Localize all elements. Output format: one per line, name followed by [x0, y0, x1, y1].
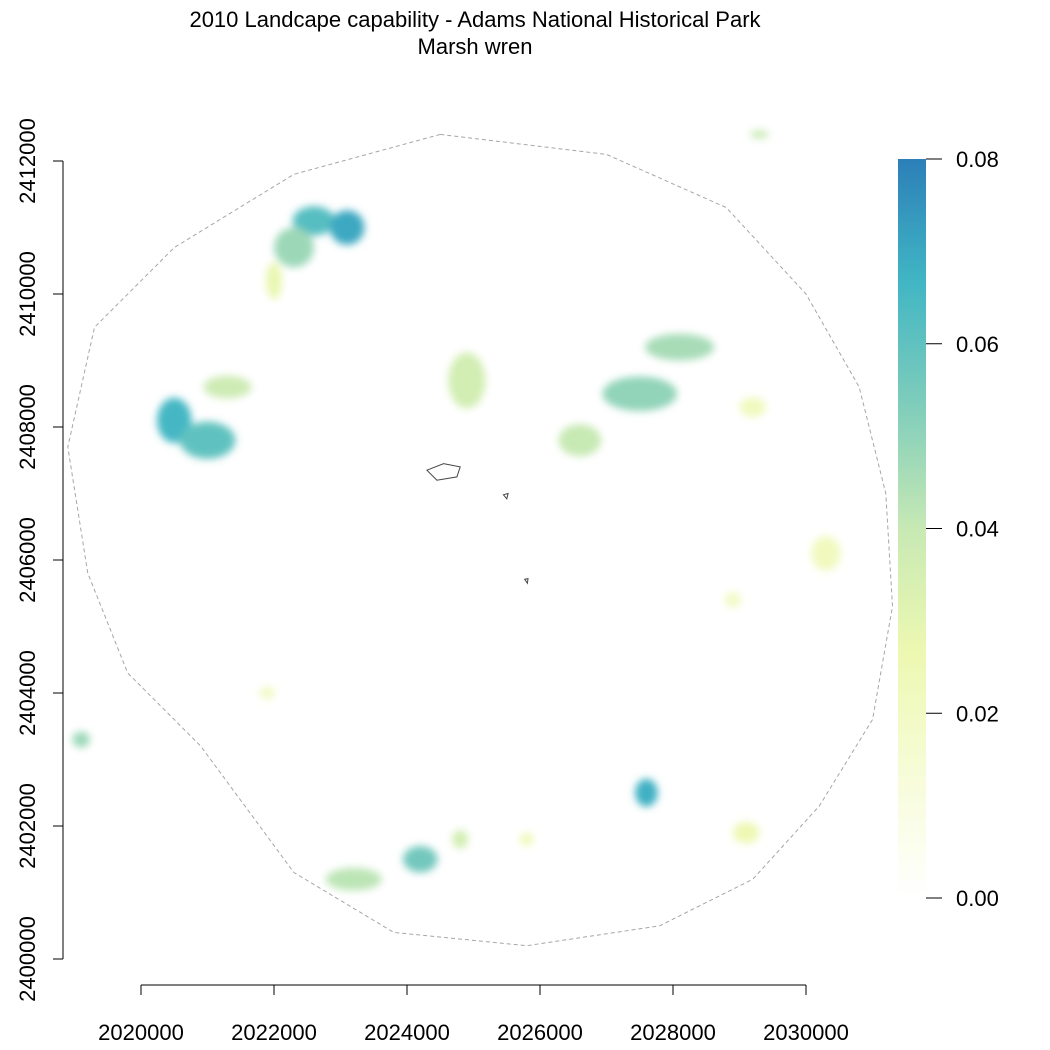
legend-tick-label: 0.02 [956, 701, 999, 726]
capability-patch [274, 227, 314, 268]
buffer-boundary [67, 133, 894, 947]
capability-raster [72, 130, 841, 891]
x-tick-label: 2022000 [231, 1020, 317, 1045]
capability-patch [732, 822, 760, 844]
y-tick-label: 2404000 [15, 650, 40, 736]
capability-patch [635, 778, 658, 807]
capability-patch [448, 352, 486, 409]
capability-patch [739, 397, 767, 418]
title-line-2: Marsh wren [417, 34, 533, 59]
y-tick-label: 2402000 [15, 783, 40, 869]
park-boundary [502, 492, 509, 500]
legend-color-bar [898, 159, 926, 898]
y-tick-label: 2412000 [15, 118, 40, 204]
x-tick-label: 2024000 [364, 1020, 450, 1045]
x-tick-label: 2028000 [630, 1020, 716, 1045]
y-tick-label: 2406000 [15, 517, 40, 603]
x-tick-label: 2020000 [98, 1020, 184, 1045]
capability-patch [203, 375, 252, 399]
legend-tick-label: 0.06 [956, 332, 999, 357]
chart-title: 2010 Landcape capability - Adams Nationa… [0, 6, 950, 60]
capability-patch [325, 867, 382, 891]
capability-patch [558, 424, 602, 457]
capability-patch [329, 210, 365, 245]
park-boundaries [426, 463, 529, 585]
capability-patch [179, 421, 236, 459]
x-tick-label: 2026000 [497, 1020, 583, 1045]
capability-patch [724, 591, 741, 608]
capability-patch [645, 333, 715, 361]
capability-patch [72, 731, 90, 748]
legend-tick-label: 0.08 [956, 147, 999, 172]
capability-patch [750, 130, 769, 139]
y-axis: 2400000 2402000 2404000 2406000 2408000 24100… [15, 118, 64, 1002]
capability-patch [452, 829, 469, 849]
y-tick-label: 2410000 [15, 251, 40, 337]
capability-patch [811, 536, 841, 571]
y-tick-label: 2400000 [15, 916, 40, 1002]
capability-patch [602, 376, 677, 412]
legend-ticks: 0.00 0.02 0.04 0.06 0.08 [926, 147, 999, 911]
capability-patch [266, 262, 282, 300]
capability-patch [259, 687, 276, 699]
capability-patch [292, 206, 336, 236]
title-line-1: 2010 Landcape capability - Adams Nationa… [189, 7, 761, 32]
capability-patch [403, 845, 438, 873]
legend-tick-label: 0.04 [956, 517, 999, 542]
y-tick-label: 2408000 [15, 384, 40, 470]
park-boundary [523, 577, 529, 585]
x-tick-label: 2030000 [763, 1020, 849, 1045]
color-legend: 0.00 0.02 0.04 0.06 0.08 [898, 147, 999, 911]
park-boundary [426, 463, 461, 481]
capability-patch [520, 832, 534, 846]
legend-tick-label: 0.00 [956, 886, 999, 911]
x-axis: 2020000 2022000 2024000 2026000 2028000 20300… [98, 984, 849, 1045]
